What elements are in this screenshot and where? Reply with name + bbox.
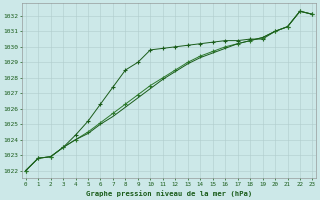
X-axis label: Graphe pression niveau de la mer (hPa): Graphe pression niveau de la mer (hPa) xyxy=(86,190,252,197)
